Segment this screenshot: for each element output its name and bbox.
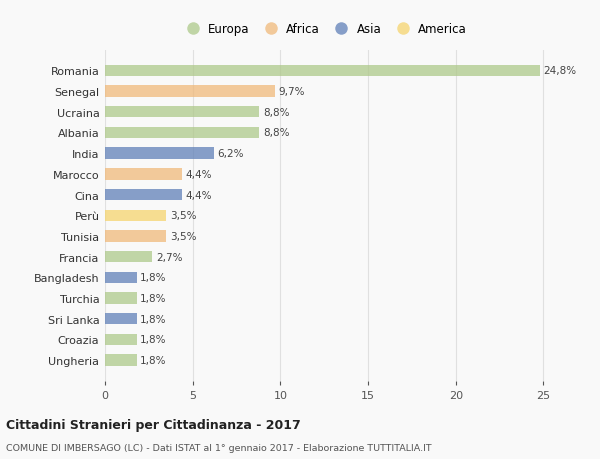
Legend: Europa, Africa, Asia, America: Europa, Africa, Asia, America xyxy=(181,23,467,36)
Bar xyxy=(105,355,137,366)
Bar xyxy=(105,231,166,242)
Bar xyxy=(105,252,152,263)
Text: 3,5%: 3,5% xyxy=(170,231,196,241)
Bar xyxy=(105,86,275,97)
Bar xyxy=(105,128,259,139)
Text: 9,7%: 9,7% xyxy=(278,87,305,97)
Bar xyxy=(105,313,137,325)
Bar xyxy=(105,148,214,159)
Bar xyxy=(105,210,166,221)
Bar xyxy=(105,107,259,118)
Bar xyxy=(105,293,137,304)
Text: 6,2%: 6,2% xyxy=(217,149,244,159)
Text: Cittadini Stranieri per Cittadinanza - 2017: Cittadini Stranieri per Cittadinanza - 2… xyxy=(6,418,301,431)
Bar xyxy=(105,334,137,345)
Text: 4,4%: 4,4% xyxy=(185,190,212,200)
Bar xyxy=(105,272,137,283)
Text: 24,8%: 24,8% xyxy=(544,66,577,76)
Bar xyxy=(105,190,182,201)
Text: 1,8%: 1,8% xyxy=(140,293,167,303)
Text: COMUNE DI IMBERSAGO (LC) - Dati ISTAT al 1° gennaio 2017 - Elaborazione TUTTITAL: COMUNE DI IMBERSAGO (LC) - Dati ISTAT al… xyxy=(6,443,431,452)
Text: 2,7%: 2,7% xyxy=(156,252,182,262)
Text: 1,8%: 1,8% xyxy=(140,355,167,365)
Text: 1,8%: 1,8% xyxy=(140,335,167,345)
Text: 4,4%: 4,4% xyxy=(185,169,212,179)
Text: 1,8%: 1,8% xyxy=(140,273,167,283)
Text: 8,8%: 8,8% xyxy=(263,107,289,118)
Bar xyxy=(105,66,540,77)
Text: 1,8%: 1,8% xyxy=(140,314,167,324)
Text: 3,5%: 3,5% xyxy=(170,211,196,221)
Text: 8,8%: 8,8% xyxy=(263,128,289,138)
Bar xyxy=(105,169,182,180)
